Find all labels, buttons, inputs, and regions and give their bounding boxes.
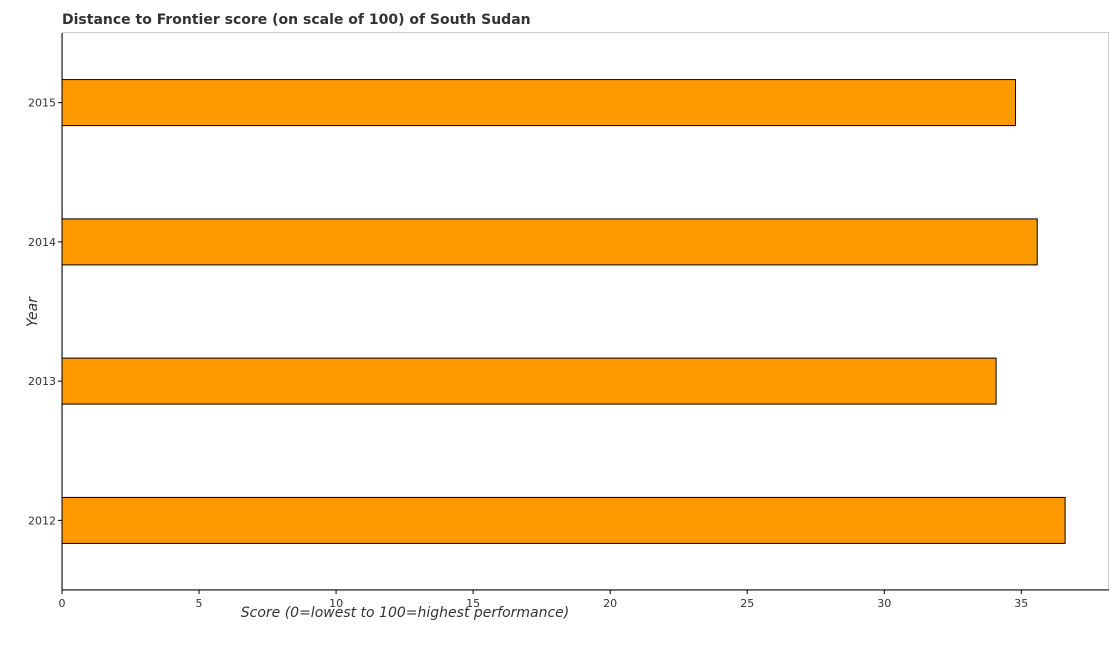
y-tick-label: 2012 [28, 514, 56, 527]
bar-2015 [61, 79, 1016, 127]
y-tick-label: 2014 [28, 236, 56, 249]
y-tick-label: 2013 [28, 375, 56, 388]
bars-group [61, 79, 1066, 544]
x-axis-label: Score (0=lowest to 100=highest performan… [241, 605, 570, 621]
x-tick-label: 25 [740, 597, 754, 610]
x-tick-label: 15 [466, 597, 480, 610]
bar-2012 [61, 496, 1066, 544]
x-tick-label: 30 [877, 597, 891, 610]
y-axis-ticks: 2012 2013 2014 2015 [28, 97, 62, 527]
x-axis-ticks: 0 5 10 15 20 25 30 35 [59, 590, 1028, 610]
x-tick-label: 35 [1014, 597, 1028, 610]
x-tick-label: 20 [603, 597, 617, 610]
chart-title: Distance to Frontier score (on scale of … [62, 12, 531, 28]
x-tick-label: 10 [329, 597, 343, 610]
x-tick-label: 5 [196, 597, 203, 610]
y-tick-label: 2015 [28, 97, 56, 110]
bar-2013 [61, 357, 997, 405]
y-axis-label: Year [25, 296, 41, 327]
x-tick-label: 0 [59, 597, 66, 610]
bar-2014 [61, 218, 1038, 266]
